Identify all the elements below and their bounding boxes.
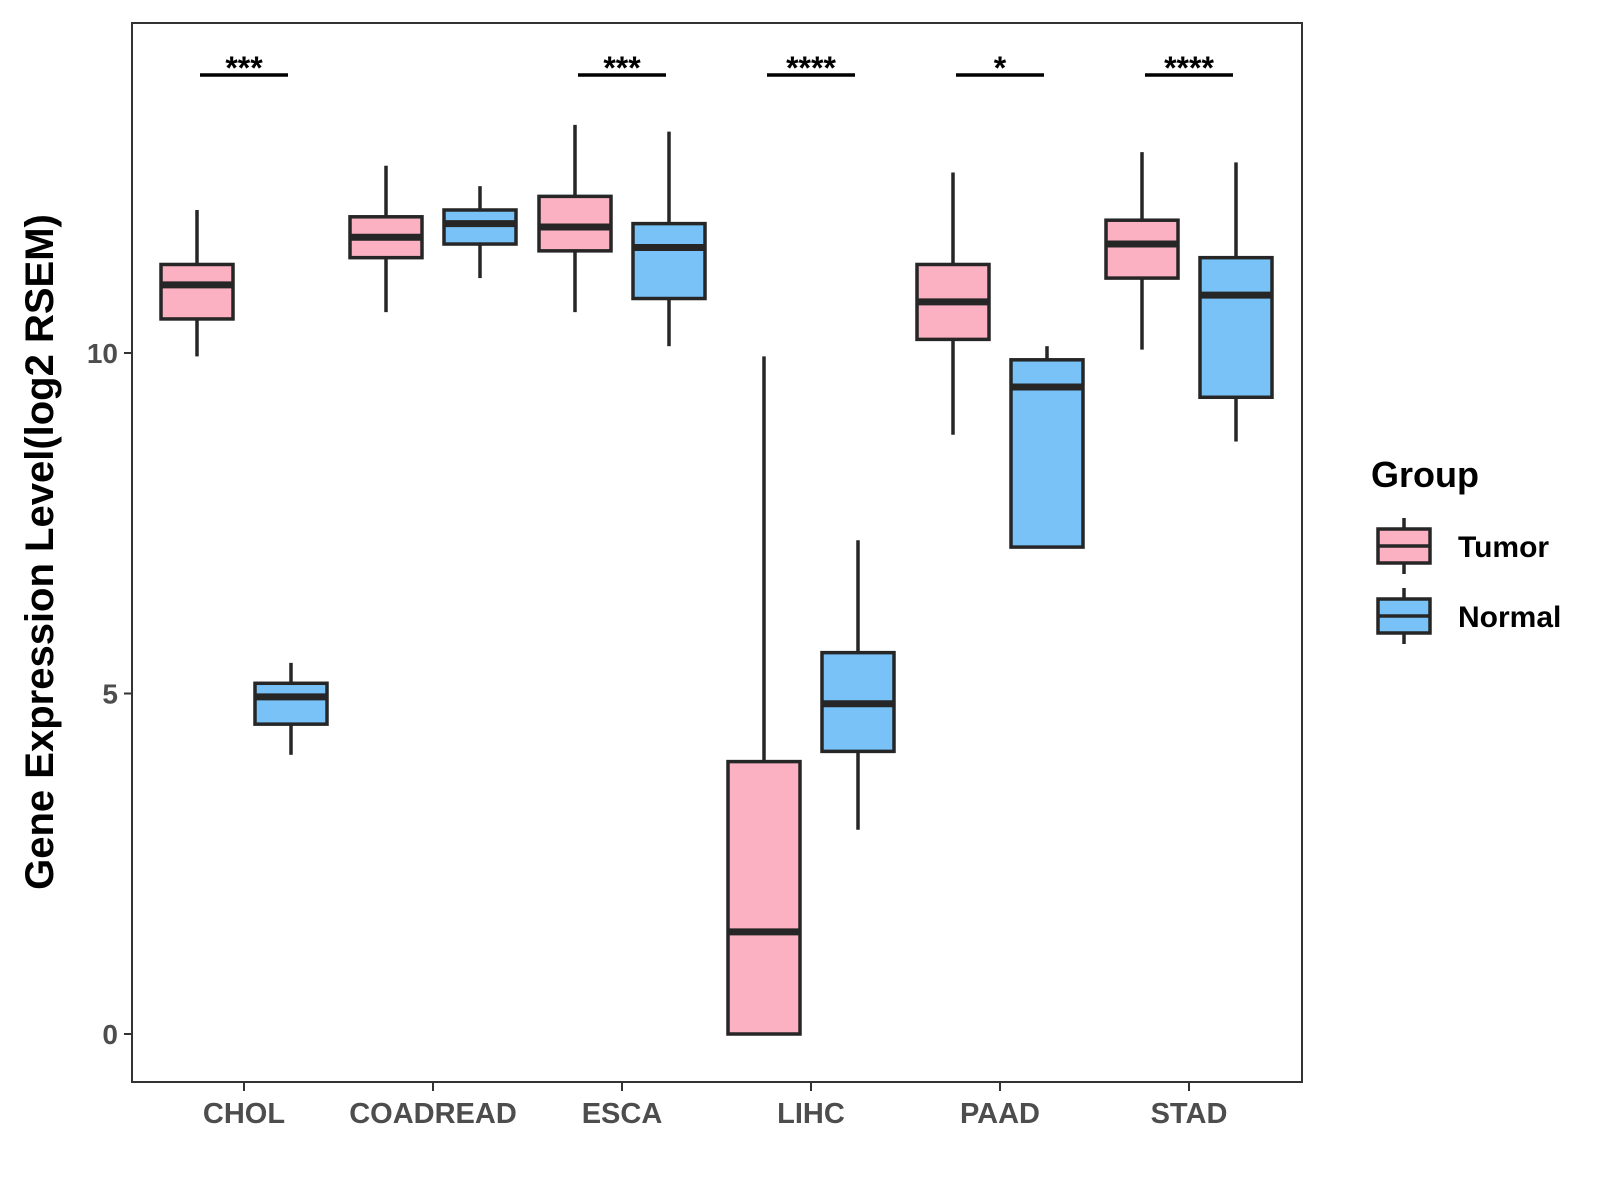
- box-tumor-lihc: [726, 356, 802, 1036]
- box-iqr: [253, 681, 329, 726]
- y-tick-label: 5: [102, 679, 118, 710]
- significance-label: ***: [603, 50, 641, 86]
- legend-item-tumor: Tumor: [1376, 518, 1549, 574]
- y-tick-label: 10: [87, 338, 118, 369]
- x-tick-label: CHOL: [203, 1098, 285, 1130]
- legend-label: Tumor: [1458, 531, 1549, 564]
- box-iqr: [631, 221, 707, 301]
- box-tumor-chol: [159, 209, 235, 357]
- box-iqr: [159, 262, 235, 321]
- y-tick-label: 0: [102, 1019, 118, 1050]
- significance-label: ****: [786, 50, 836, 86]
- box-normal-stad: [1198, 162, 1274, 442]
- box-normal-coadread: [442, 186, 518, 279]
- x-tick-label: LIHC: [777, 1098, 845, 1130]
- plot-area: *** *** **** * ****: [159, 50, 1274, 1036]
- box-iqr: [1198, 255, 1274, 400]
- box-iqr: [726, 759, 802, 1036]
- legend-label: Normal: [1458, 601, 1561, 634]
- plot-panel-border: [131, 22, 1303, 1083]
- box-tumor-stad: [1104, 152, 1180, 350]
- significance-label: ****: [1164, 50, 1214, 86]
- box-tumor-esca: [537, 124, 613, 313]
- box-normal-lihc: [820, 540, 896, 830]
- box-normal-esca: [631, 131, 707, 347]
- x-tick-label: ESCA: [582, 1098, 663, 1130]
- significance-esca: ***: [578, 50, 666, 86]
- axes: 0 5 10 CHOL COADREAD ESCA LIHC PAAD STAD: [87, 338, 1228, 1130]
- significance-chol: ***: [200, 50, 288, 86]
- box-tumor-coadread: [348, 165, 424, 313]
- box-tumor-paad: [915, 172, 991, 435]
- box-iqr: [1104, 218, 1180, 280]
- significance-lihc: ****: [767, 50, 855, 86]
- significance-paad: *: [956, 50, 1044, 86]
- box-normal-chol: [253, 662, 329, 755]
- box-iqr: [1009, 358, 1085, 549]
- significance-label: *: [994, 50, 1007, 86]
- x-tick-label: PAAD: [960, 1098, 1040, 1130]
- legend-item-normal: Normal: [1376, 588, 1561, 644]
- y-axis-title: Gene Expression Level(log2 RSEM): [18, 214, 62, 890]
- significance-label: ***: [225, 50, 263, 86]
- legend: Group Tumor Normal: [1371, 454, 1561, 644]
- significance-stad: ****: [1145, 50, 1233, 86]
- legend-title: Group: [1371, 454, 1479, 495]
- x-tick-label: STAD: [1151, 1098, 1228, 1130]
- box-normal-paad: [1009, 346, 1085, 549]
- x-tick-label: COADREAD: [349, 1098, 517, 1130]
